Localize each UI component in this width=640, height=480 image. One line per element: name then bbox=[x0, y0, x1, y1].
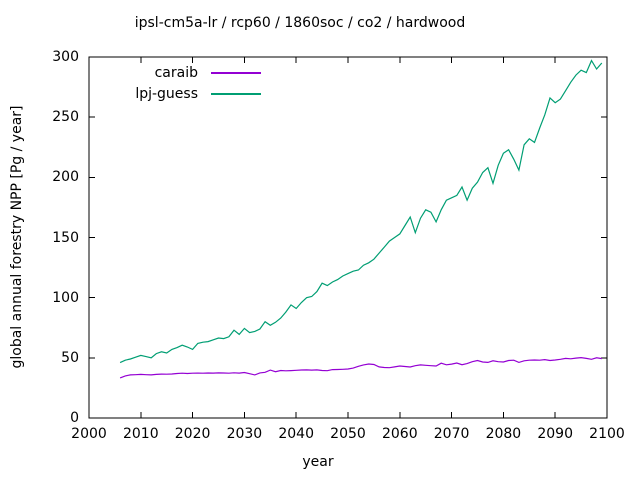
legend-line-sample bbox=[211, 71, 261, 74]
plot-frame bbox=[88, 56, 608, 419]
legend-entry-caraib: caraib bbox=[88, 62, 261, 83]
x-tick-label: 2040 bbox=[278, 426, 314, 442]
x-axis-label: year bbox=[302, 454, 334, 470]
x-tick-label: 2010 bbox=[122, 426, 159, 442]
legend-line-sample bbox=[211, 92, 261, 95]
x-tick-label: 2030 bbox=[226, 426, 263, 442]
x-tick-label: 2060 bbox=[381, 426, 418, 442]
y-tick-label: 0 bbox=[70, 410, 79, 426]
x-tick-label: 2020 bbox=[174, 426, 211, 442]
legend-label: lpj-guess bbox=[135, 85, 198, 102]
y-tick-label: 50 bbox=[61, 349, 79, 366]
y-tick-label: 300 bbox=[52, 49, 79, 65]
y-tick-label: 100 bbox=[52, 289, 79, 306]
x-tick-label: 2090 bbox=[537, 426, 573, 442]
y-tick-label: 250 bbox=[52, 109, 79, 126]
x-tick-label: 2000 bbox=[71, 426, 107, 442]
y-tick-label: 150 bbox=[52, 229, 79, 246]
x-tick-label: 2080 bbox=[485, 426, 522, 442]
legend: caraib lpj-guess bbox=[88, 62, 261, 104]
y-tick-label: 200 bbox=[52, 169, 79, 186]
x-tick-label: 2050 bbox=[330, 426, 366, 442]
legend-entry-lpj-guess: lpj-guess bbox=[88, 83, 261, 104]
x-tick-label: 2070 bbox=[433, 426, 470, 442]
chart-title: ipsl-cm5a-lr / rcp60 / 1860soc / co2 / h… bbox=[134, 15, 466, 31]
x-tick-label: 2100 bbox=[589, 426, 625, 442]
series-line-lpj-guess bbox=[119, 59, 603, 364]
legend-label: caraib bbox=[154, 64, 198, 81]
series-line-caraib bbox=[119, 356, 602, 379]
